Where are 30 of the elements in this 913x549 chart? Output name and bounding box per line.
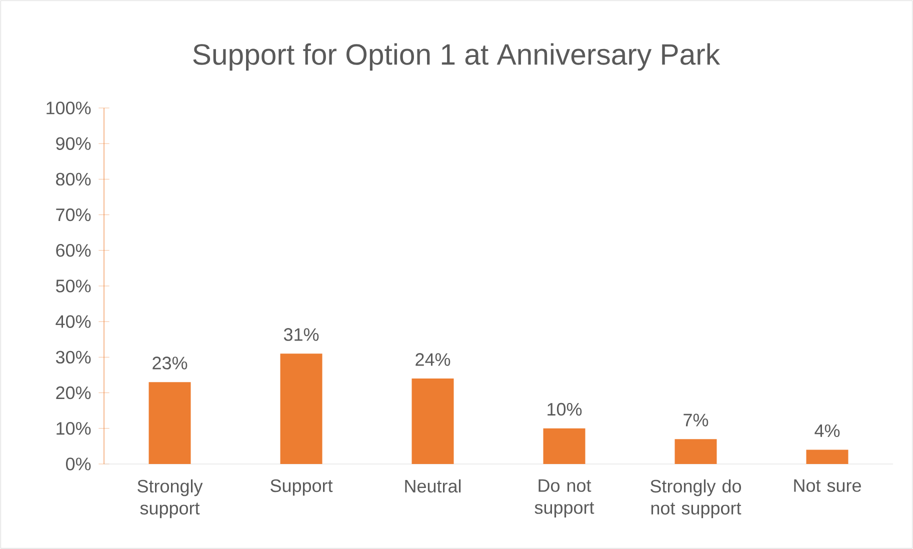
x-tick-label: Do not support — [534, 479, 594, 518]
data-label: 7% — [684, 414, 708, 426]
data-label: 4% — [814, 424, 840, 438]
data-label: 31% — [284, 328, 319, 341]
bar — [412, 378, 454, 464]
y-tick-label: 30% — [56, 350, 91, 364]
y-tick-label: 100% — [46, 102, 91, 114]
x-tick-label: Strongly do not support — [650, 479, 742, 518]
data-label: 24% — [416, 353, 450, 366]
x-tick-label: Strongly support — [138, 479, 203, 518]
bar — [543, 428, 586, 464]
bar — [806, 450, 848, 464]
chart-title: Support for Option 1 at Anniversary Park — [193, 43, 720, 71]
y-tick-label: 20% — [56, 386, 91, 400]
bar — [280, 354, 322, 464]
x-tick-label: Neutral — [405, 479, 461, 493]
bar — [148, 382, 191, 464]
y-tick-label: 0% — [66, 458, 91, 470]
bar — [674, 439, 717, 464]
x-tick-label: Not sure — [794, 479, 861, 492]
y-tick-label: 10% — [56, 422, 91, 435]
data-label: 10% — [548, 402, 582, 416]
x-tick-label: Support — [270, 479, 333, 496]
y-tick-label: 70% — [56, 208, 91, 222]
y-tick-label: 80% — [56, 172, 91, 186]
data-label: 23% — [152, 356, 188, 370]
y-tick-label: 60% — [56, 244, 91, 257]
y-tick-label: 90% — [56, 137, 91, 150]
y-tick-label: 50% — [56, 280, 91, 292]
y-tick-label: 40% — [56, 315, 91, 328]
